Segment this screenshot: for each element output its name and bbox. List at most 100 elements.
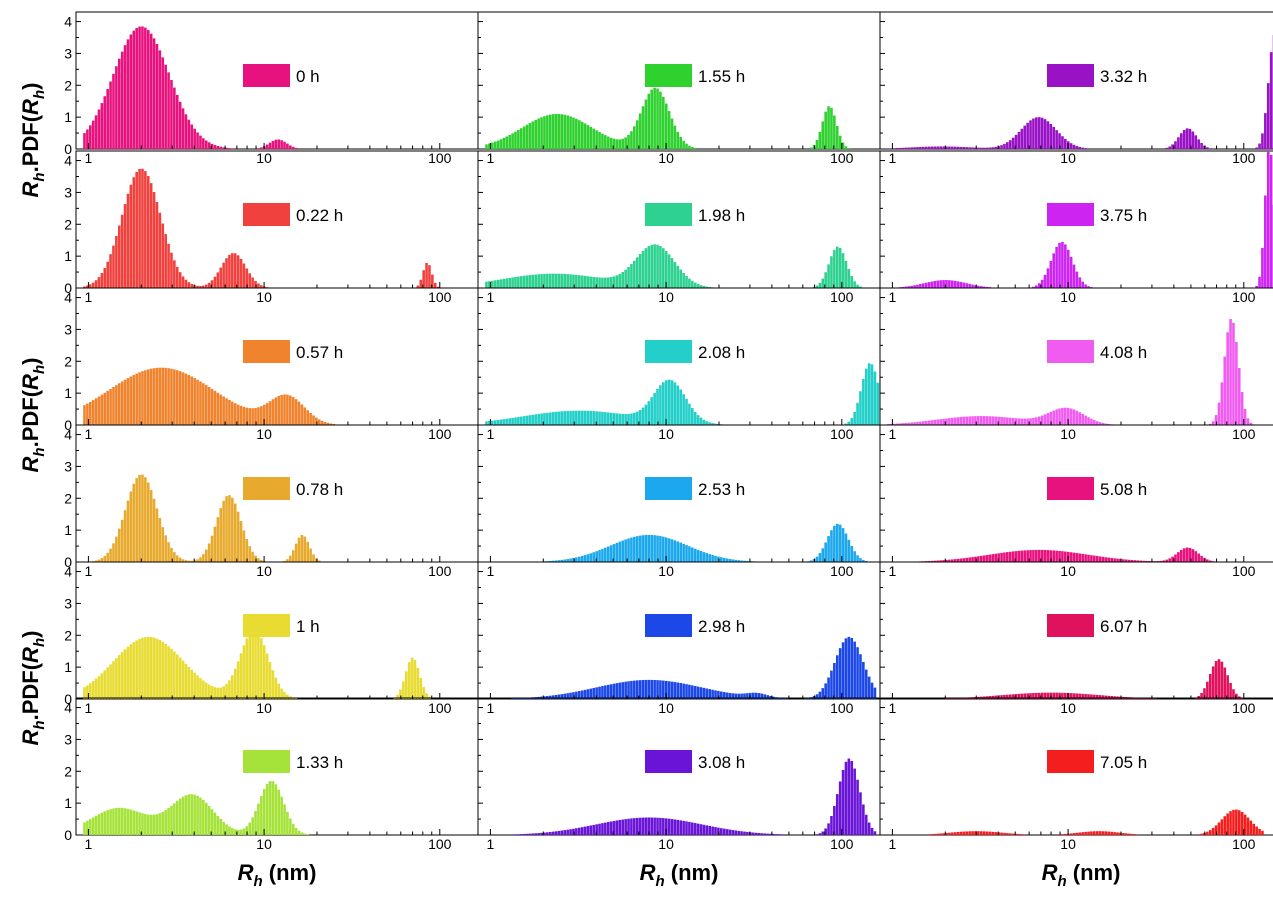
x-tick-label: 10 xyxy=(1060,289,1076,305)
bar xyxy=(1052,692,1056,699)
bar xyxy=(222,147,225,149)
bar xyxy=(662,382,665,425)
bar xyxy=(1032,693,1035,699)
bar xyxy=(844,423,848,425)
bar xyxy=(913,147,916,149)
bar xyxy=(135,478,138,562)
bar xyxy=(812,286,816,288)
bar xyxy=(94,115,98,149)
bar xyxy=(644,404,648,425)
bar xyxy=(717,423,720,425)
bar xyxy=(994,832,998,835)
bar xyxy=(841,769,845,835)
bar xyxy=(149,814,153,835)
bar xyxy=(525,415,529,425)
bar xyxy=(303,407,307,425)
bar xyxy=(1266,83,1270,149)
bar xyxy=(531,121,535,149)
bar xyxy=(1206,147,1209,149)
bar xyxy=(312,415,315,425)
bar xyxy=(833,115,836,149)
bar xyxy=(141,813,144,835)
bar xyxy=(554,273,558,288)
bar xyxy=(821,278,825,288)
legend-swatch xyxy=(1047,477,1094,500)
x-tick-label: 10 xyxy=(256,150,272,166)
bar xyxy=(1075,271,1079,288)
bar xyxy=(638,817,642,835)
bar xyxy=(717,827,720,835)
bar xyxy=(1026,693,1029,699)
bar xyxy=(688,684,691,699)
bar xyxy=(88,401,92,425)
bar xyxy=(979,831,983,835)
bar xyxy=(670,819,674,835)
bar xyxy=(921,146,925,149)
bar xyxy=(233,253,237,288)
bar xyxy=(673,262,677,288)
bar xyxy=(682,272,685,288)
bar xyxy=(864,368,868,425)
bar xyxy=(326,422,330,425)
bar xyxy=(120,652,124,699)
bar xyxy=(522,416,526,425)
x-tick-label: 100 xyxy=(1232,426,1256,442)
bar xyxy=(1162,560,1166,562)
bar xyxy=(592,552,596,562)
bars xyxy=(83,367,336,425)
bar xyxy=(152,814,156,835)
bar xyxy=(543,413,546,425)
bar xyxy=(844,260,848,288)
bar xyxy=(901,147,905,149)
bar xyxy=(300,404,304,425)
bar xyxy=(178,371,182,425)
bar xyxy=(821,548,825,562)
bar xyxy=(132,30,136,149)
bar xyxy=(551,412,555,425)
bar xyxy=(783,698,787,699)
bar xyxy=(841,253,845,288)
bar xyxy=(725,558,729,562)
bar xyxy=(91,282,95,288)
bar xyxy=(714,555,717,562)
bar xyxy=(161,527,165,562)
bar xyxy=(1040,279,1044,288)
bar xyxy=(181,372,185,425)
bar xyxy=(942,560,945,562)
bar xyxy=(309,412,312,425)
bar xyxy=(859,792,862,835)
bar xyxy=(598,132,601,149)
bar xyxy=(673,682,677,699)
bar xyxy=(190,794,194,835)
bar xyxy=(982,147,986,149)
x-tick-label: 1 xyxy=(487,700,495,716)
bar xyxy=(402,681,405,699)
bar xyxy=(838,524,842,562)
bar xyxy=(691,547,694,562)
bar xyxy=(856,284,859,288)
bar xyxy=(743,831,746,835)
bar xyxy=(1200,555,1203,562)
bar xyxy=(422,270,425,288)
legend-label: 3.75 h xyxy=(1100,206,1147,225)
bar xyxy=(838,135,842,149)
bar xyxy=(682,820,685,835)
bar xyxy=(1011,551,1015,562)
bar xyxy=(592,411,596,425)
bar xyxy=(1072,833,1076,835)
bar xyxy=(315,417,318,425)
bar xyxy=(615,820,619,835)
bars xyxy=(543,523,868,562)
bar xyxy=(1107,423,1111,425)
bar xyxy=(566,274,569,288)
bar xyxy=(959,416,963,425)
bar xyxy=(1107,557,1111,562)
bar xyxy=(815,694,819,699)
bar xyxy=(615,139,619,149)
y-tick-label: 4 xyxy=(64,153,72,169)
bar xyxy=(985,555,989,562)
bar xyxy=(824,542,827,562)
bar xyxy=(1035,417,1038,425)
bar xyxy=(942,418,945,425)
